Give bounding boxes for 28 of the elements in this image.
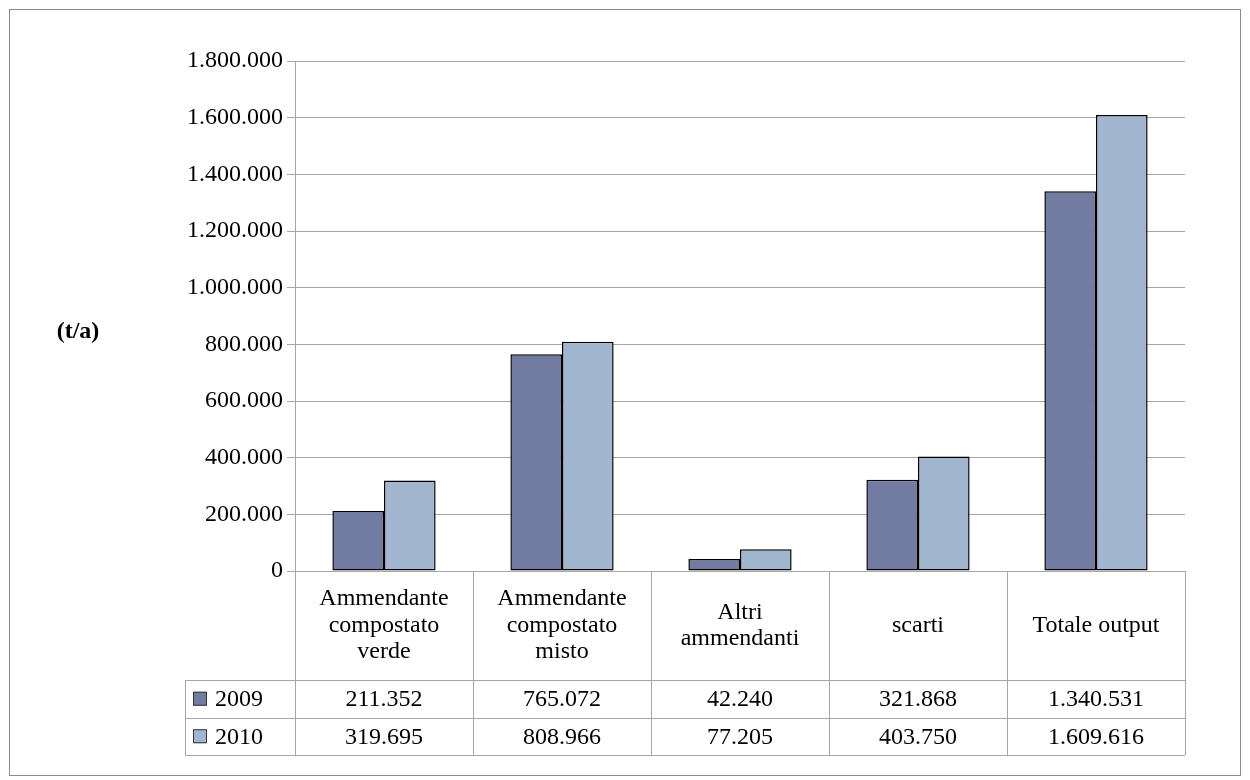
y-tick-label: 0: [271, 556, 283, 583]
data-label: 211.352: [345, 685, 423, 712]
data-label: 765.072: [523, 685, 601, 712]
data-label: 403.750: [879, 722, 957, 749]
x-tick-label: scarti: [892, 610, 945, 637]
y-tick-label: 1.600.000: [187, 102, 283, 129]
data-label: 1.609.616: [1048, 722, 1144, 749]
legend-label: 2010: [215, 722, 263, 749]
legend-label: 2009: [215, 685, 263, 712]
data-label: 319.695: [345, 722, 423, 749]
x-tick-label: Altri ammendanti: [680, 597, 800, 650]
y-axis-title: (t/a): [56, 317, 100, 344]
data-label: 321.868: [879, 685, 957, 712]
data-label: 808.966: [523, 722, 601, 749]
y-tick-label: 1.000.000: [187, 272, 283, 299]
x-tick-label: Ammendante compostato misto: [497, 584, 627, 664]
x-tick-label: Totale output: [1032, 610, 1160, 637]
y-tick-label: 1.800.000: [187, 46, 283, 73]
data-label: 1.340.531: [1048, 685, 1144, 712]
y-tick-label: 600.000: [205, 386, 283, 413]
y-tick-label: 800.000: [205, 329, 283, 356]
y-tick-label: 1.400.000: [187, 159, 283, 186]
y-tick-label: 200.000: [205, 499, 283, 526]
data-label: 42.240: [707, 685, 773, 712]
y-tick-label: 1.200.000: [187, 216, 283, 243]
y-tick-label: 400.000: [205, 442, 283, 469]
x-tick-label: Ammendante compostato verde: [319, 584, 449, 664]
data-label: 77.205: [707, 722, 773, 749]
